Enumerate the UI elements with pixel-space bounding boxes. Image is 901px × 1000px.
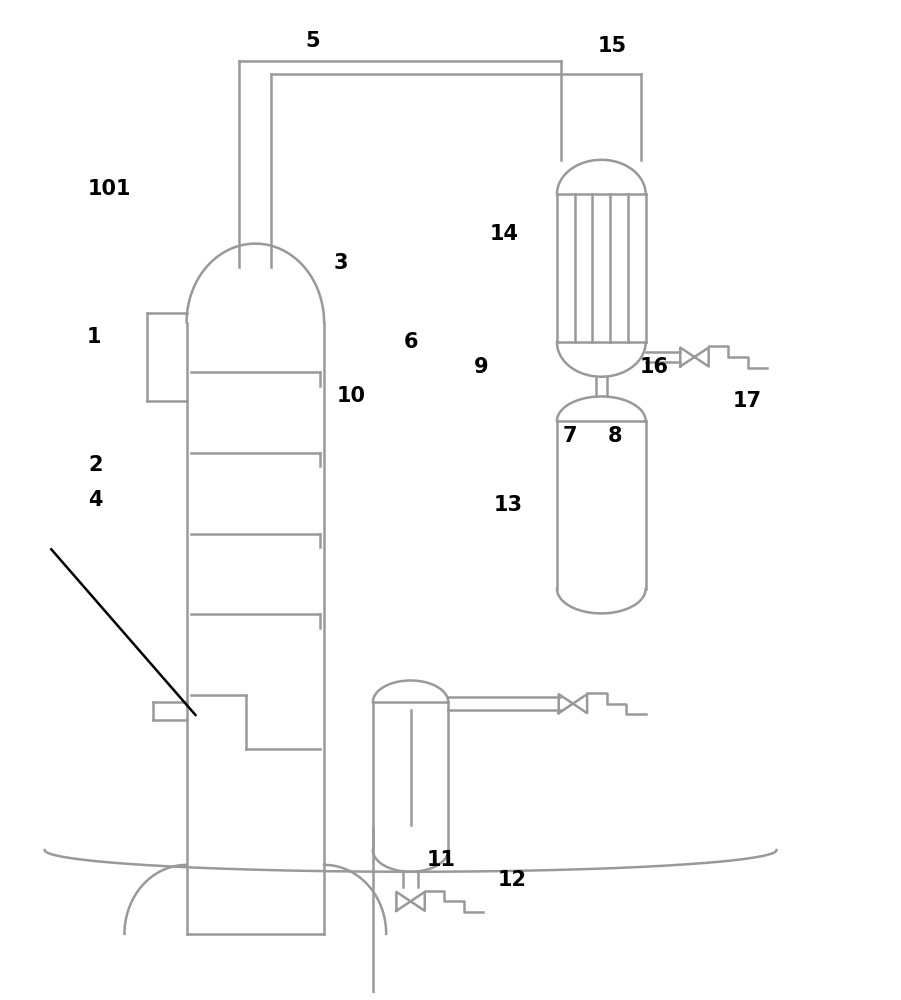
Text: 11: 11 — [427, 850, 456, 870]
Text: 14: 14 — [489, 224, 518, 244]
Text: 2: 2 — [88, 455, 103, 475]
Text: 12: 12 — [498, 870, 527, 890]
Text: 4: 4 — [88, 490, 103, 510]
Text: 16: 16 — [640, 357, 669, 377]
Text: 6: 6 — [404, 332, 418, 352]
Text: 17: 17 — [733, 391, 762, 411]
Text: 10: 10 — [337, 386, 366, 406]
Text: 3: 3 — [333, 253, 348, 273]
Text: 8: 8 — [607, 426, 622, 446]
Text: 7: 7 — [563, 426, 578, 446]
Text: 101: 101 — [87, 179, 131, 199]
Text: 9: 9 — [474, 357, 489, 377]
Text: 1: 1 — [86, 327, 101, 347]
Text: 5: 5 — [305, 31, 321, 51]
Text: 13: 13 — [494, 495, 523, 515]
Text: 15: 15 — [597, 36, 626, 56]
